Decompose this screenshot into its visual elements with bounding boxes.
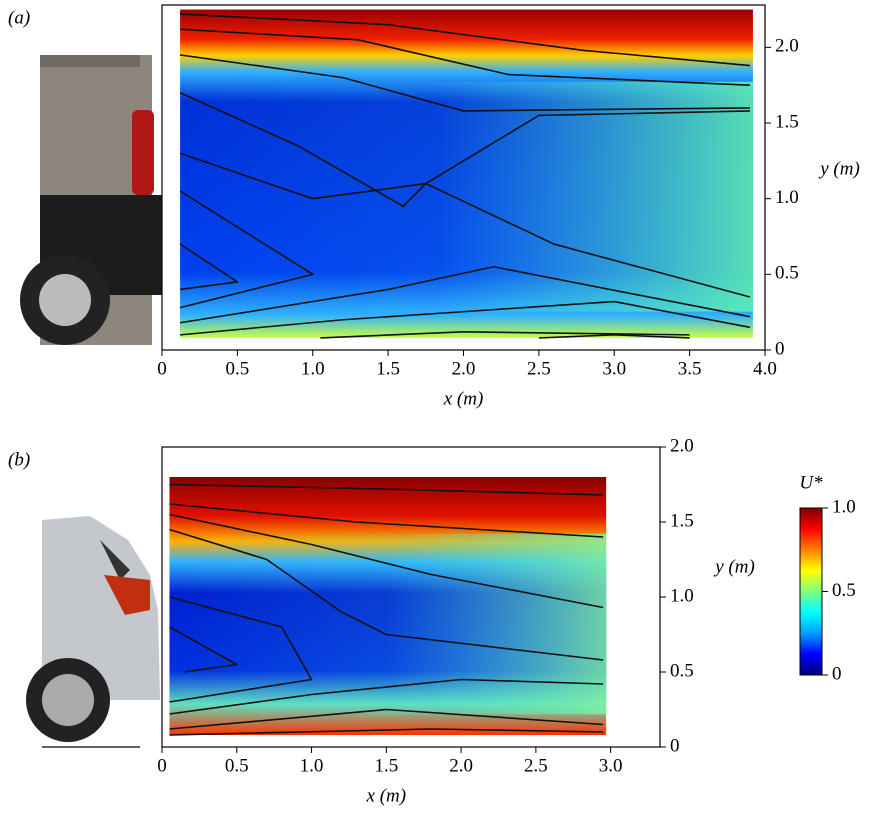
streamline [169, 503, 604, 538]
streamline [179, 265, 751, 324]
y-tick-label: 1.0 [775, 187, 799, 208]
van-illustration [20, 55, 162, 351]
y-tick-label: 1.5 [670, 510, 694, 531]
streamline [179, 54, 750, 112]
streamline [169, 596, 313, 703]
x-tick-label: 2.5 [524, 755, 548, 776]
y-tick-label: 0.5 [670, 660, 694, 681]
colorbar-tick-label: 1.0 [832, 496, 856, 517]
streamline [180, 300, 751, 336]
x-axis-label: x (m) [366, 785, 407, 806]
x-tick-label: 0 [157, 358, 167, 379]
y-tick-label: 0.5 [775, 263, 799, 284]
streamline [179, 243, 239, 291]
x-tick-label: 3.5 [678, 358, 702, 379]
x-tick-label: 2.5 [527, 358, 551, 379]
streamline [179, 152, 751, 298]
y-tick-label: 2.0 [775, 36, 799, 57]
streamline [169, 678, 604, 715]
x-tick-label: 4.0 [753, 358, 777, 379]
x-tick-label: 3.0 [602, 358, 626, 379]
x-tick-label: 2.0 [452, 358, 476, 379]
x-tick-label: 3.0 [599, 755, 623, 776]
streamline [169, 513, 604, 609]
x-tick-label: 1.5 [374, 755, 398, 776]
y-axis-label: y (m) [713, 556, 755, 577]
velocity-field-overlay [180, 81, 753, 312]
streamline [179, 92, 750, 208]
colorbar [799, 507, 823, 676]
car-illustration [26, 516, 160, 748]
x-axis-label: x (m) [443, 388, 484, 409]
panel-label: (a) [8, 7, 30, 28]
streamline [169, 528, 604, 661]
panel-label: (b) [8, 449, 30, 470]
x-tick-label: 1.5 [376, 358, 400, 379]
streamline [169, 728, 604, 736]
x-tick-label: 1.0 [301, 358, 325, 379]
x-tick-label: 1.0 [300, 755, 324, 776]
y-tick-label: 0 [670, 735, 680, 756]
streamline [169, 483, 604, 496]
streamline [538, 334, 690, 339]
y-tick-label: 1.0 [670, 585, 694, 606]
y-axis-label: y (m) [818, 158, 860, 179]
y-tick-label: 2.0 [670, 435, 694, 456]
y-tick-label: 1.5 [775, 111, 799, 132]
colorbar-tick-label: 0.5 [832, 580, 856, 601]
x-tick-label: 0.5 [225, 755, 249, 776]
x-tick-label: 0.5 [226, 358, 250, 379]
x-tick-label: 2.0 [449, 755, 473, 776]
streamline [320, 331, 690, 339]
y-tick-label: 0 [775, 338, 785, 359]
streamline [180, 28, 750, 86]
streamline [179, 190, 314, 309]
streamline [169, 708, 604, 730]
colorbar-title: U* [799, 472, 823, 493]
streamline [169, 626, 238, 673]
x-tick-label: 0 [157, 755, 167, 776]
colorbar-tick-label: 0 [832, 663, 842, 684]
streamline [180, 13, 750, 67]
